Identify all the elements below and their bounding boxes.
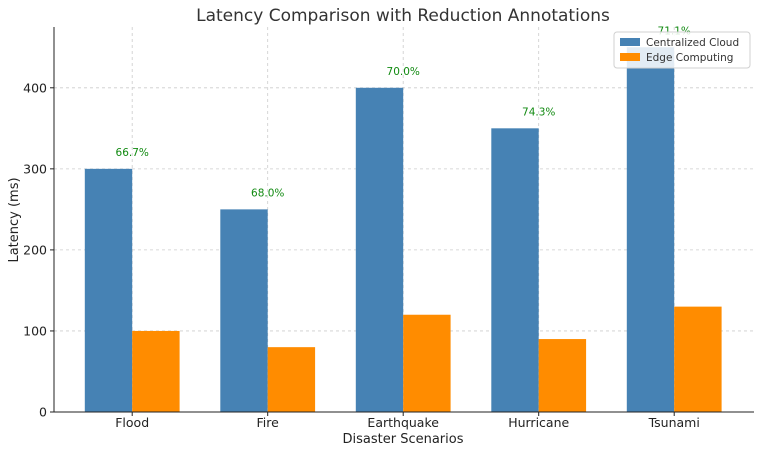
legend-box (613, 31, 751, 69)
reduction-annotation: 74.3% (522, 106, 555, 118)
bar-centralized-cloud (220, 209, 268, 412)
bar-centralized-cloud (626, 47, 675, 413)
x-axis-label: Disaster Scenarios (343, 432, 464, 447)
tick-labels: 0 100 200 300 400 Flood Fire Earthquake Hurrican… (23, 80, 700, 430)
bar-edge-computing (674, 306, 722, 412)
x-tick-label: Earthquake (367, 415, 439, 430)
bar-edge-computing (132, 330, 180, 412)
legend: Centralized Cloud Edge Computing (613, 31, 751, 69)
bar-centralized-cloud (355, 87, 404, 412)
y-tick-label: 300 (23, 161, 47, 176)
legend-swatch (620, 38, 640, 46)
bar-centralized-cloud (84, 168, 133, 412)
bar-edge-computing (403, 314, 451, 412)
y-tick-label: 0 (39, 405, 47, 420)
bar-edge-computing (538, 339, 587, 412)
x-tick-label: Flood (115, 415, 149, 430)
bars (84, 47, 722, 413)
legend-label: Centralized Cloud (646, 37, 739, 49)
y-tick-label: 100 (23, 323, 47, 338)
y-tick-label: 200 (23, 242, 47, 257)
x-tick-label: Tsunami (648, 415, 700, 430)
legend-swatch (620, 53, 640, 61)
x-tick-label: Hurricane (508, 415, 569, 430)
reduction-annotation: 70.0% (387, 66, 420, 78)
axes (53, 27, 754, 413)
reduction-annotation: 68.0% (251, 187, 284, 199)
legend-label: Edge Computing (646, 52, 733, 64)
x-tick-label: Fire (257, 415, 280, 430)
y-tick-label: 400 (23, 80, 47, 95)
bar-edge-computing (267, 347, 316, 412)
y-axis-label: Latency (ms) (7, 177, 22, 262)
chart-title: Latency Comparison with Reduction Annota… (196, 6, 610, 26)
reduction-annotation: 66.7% (116, 147, 149, 159)
bar-centralized-cloud (491, 128, 539, 412)
